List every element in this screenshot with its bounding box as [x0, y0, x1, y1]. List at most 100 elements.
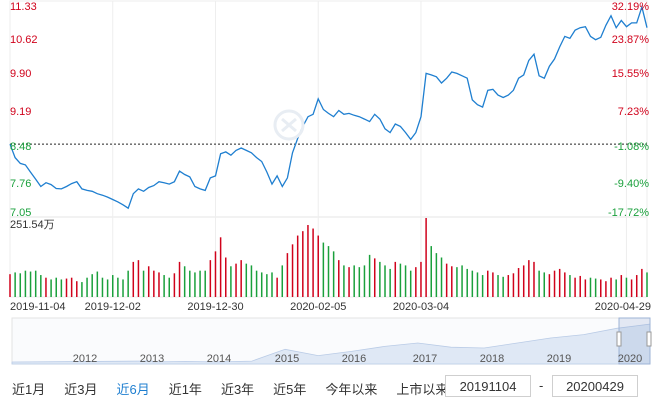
volume-bar	[76, 281, 78, 297]
volume-bar	[579, 275, 581, 297]
price-tick-label: 8.48	[10, 141, 32, 153]
volume-bar	[456, 267, 458, 297]
volume-bar	[235, 263, 237, 297]
overview-year-label: 2020	[617, 353, 643, 365]
volume-bar	[50, 279, 52, 297]
volume-bar	[225, 257, 227, 297]
volume-bar	[291, 244, 294, 297]
volume-bar	[641, 268, 643, 297]
overview-left-handle[interactable]	[616, 331, 622, 347]
date-to-input[interactable]: 20200429	[552, 375, 638, 397]
volume-bar	[425, 218, 427, 297]
volume-bar	[420, 261, 422, 297]
volume-bar	[96, 271, 99, 297]
volume-bar	[409, 270, 412, 297]
volume-bar	[302, 231, 304, 297]
volume-bar	[219, 237, 222, 297]
volume-bar	[620, 275, 623, 297]
x-tick-label: 2019-11-04	[10, 301, 66, 313]
volume-bar	[327, 246, 330, 297]
overview-selection-window[interactable]	[618, 317, 651, 365]
overview-right-handle[interactable]	[646, 331, 652, 347]
price-chart[interactable]	[0, 0, 657, 300]
volume-bar	[29, 271, 32, 297]
price-tick-label: 9.19	[10, 106, 32, 118]
volume-bar	[394, 261, 397, 297]
volume-bar	[461, 265, 463, 297]
overview-area	[11, 323, 651, 365]
range-button-6m[interactable]: 近6月	[116, 381, 150, 397]
range-button-1y[interactable]: 近1年	[168, 381, 202, 397]
range-button-5y[interactable]: 近5年	[273, 381, 307, 397]
price-tick-label: 11.33	[10, 1, 37, 13]
overview-year-label: 2013	[139, 353, 165, 365]
pct-tick-label: 7.23%	[617, 106, 649, 118]
volume-bar	[363, 265, 366, 297]
volume-bar	[281, 265, 284, 297]
volume-bar	[471, 270, 474, 297]
volume-bar	[81, 282, 83, 297]
date-from-input[interactable]: 20191104	[445, 375, 531, 397]
pct-tick-label: -17.72%	[608, 207, 649, 219]
pct-tick-label: 23.87%	[611, 34, 649, 46]
volume-bar	[9, 274, 11, 297]
volume-bar	[168, 277, 170, 297]
volume-bar	[199, 270, 201, 297]
volume-bar	[625, 277, 628, 297]
volume-bar	[476, 272, 479, 297]
pct-tick-label: -1.08%	[614, 141, 649, 153]
volume-bar	[358, 267, 361, 297]
volume-bar	[34, 270, 37, 297]
volume-bar	[255, 270, 258, 297]
volume-bar	[338, 260, 340, 297]
range-button-1m[interactable]: 近1月	[12, 381, 46, 397]
volume-bar	[507, 275, 510, 297]
volume-bar	[24, 270, 27, 297]
volume-bar	[569, 275, 571, 297]
volume-bar	[245, 263, 248, 297]
volume-bar	[379, 261, 381, 297]
volume-bar	[122, 279, 124, 297]
volume-bar	[343, 265, 345, 297]
overview-navigator[interactable]	[0, 314, 657, 368]
range-button-since-ipo[interactable]: 上市以来	[396, 381, 449, 397]
volume-bar	[558, 268, 561, 297]
volume-bar	[45, 277, 47, 297]
overview-year-label: 2016	[341, 353, 367, 365]
volume-bar	[517, 268, 520, 297]
volume-bar	[451, 266, 453, 297]
volume-bar	[348, 267, 350, 297]
x-tick-label: 2019-12-02	[84, 301, 141, 313]
x-tick-label: 2020-02-05	[290, 301, 347, 313]
volume-bar	[440, 257, 443, 297]
volume-bar	[19, 273, 22, 297]
volume-bar	[65, 278, 68, 297]
volume-bar	[399, 263, 402, 297]
volume-bar	[111, 275, 114, 297]
range-button-3y[interactable]: 近3年	[220, 381, 255, 397]
volume-bar	[564, 272, 566, 297]
volume-bar	[630, 279, 633, 297]
volume-bar	[106, 279, 109, 297]
overview-year-label: 2018	[479, 353, 505, 365]
volume-bar	[589, 277, 592, 297]
overview-year-label: 2014	[206, 353, 232, 365]
volume-bar	[271, 272, 273, 297]
range-button-ytd[interactable]: 今年以来	[325, 381, 378, 397]
x-tick-label: 2020-04-29	[594, 301, 651, 313]
volume-bar	[635, 275, 638, 297]
price-tick-label: 10.62	[10, 34, 38, 46]
volume-bar	[430, 246, 432, 297]
volume-bar	[158, 272, 160, 297]
volume-bar	[502, 276, 504, 297]
price-tick-label: 7.76	[10, 178, 32, 190]
volume-bar	[86, 277, 88, 297]
volume-bar	[178, 261, 181, 297]
volume-bar	[189, 270, 191, 297]
volume-bar	[594, 278, 597, 297]
range-button-3m[interactable]: 近3月	[64, 381, 98, 397]
pct-tick-label: 15.55%	[611, 68, 649, 80]
volume-bar	[538, 270, 540, 297]
volume-bar	[230, 266, 232, 297]
volume-bar	[384, 265, 386, 297]
